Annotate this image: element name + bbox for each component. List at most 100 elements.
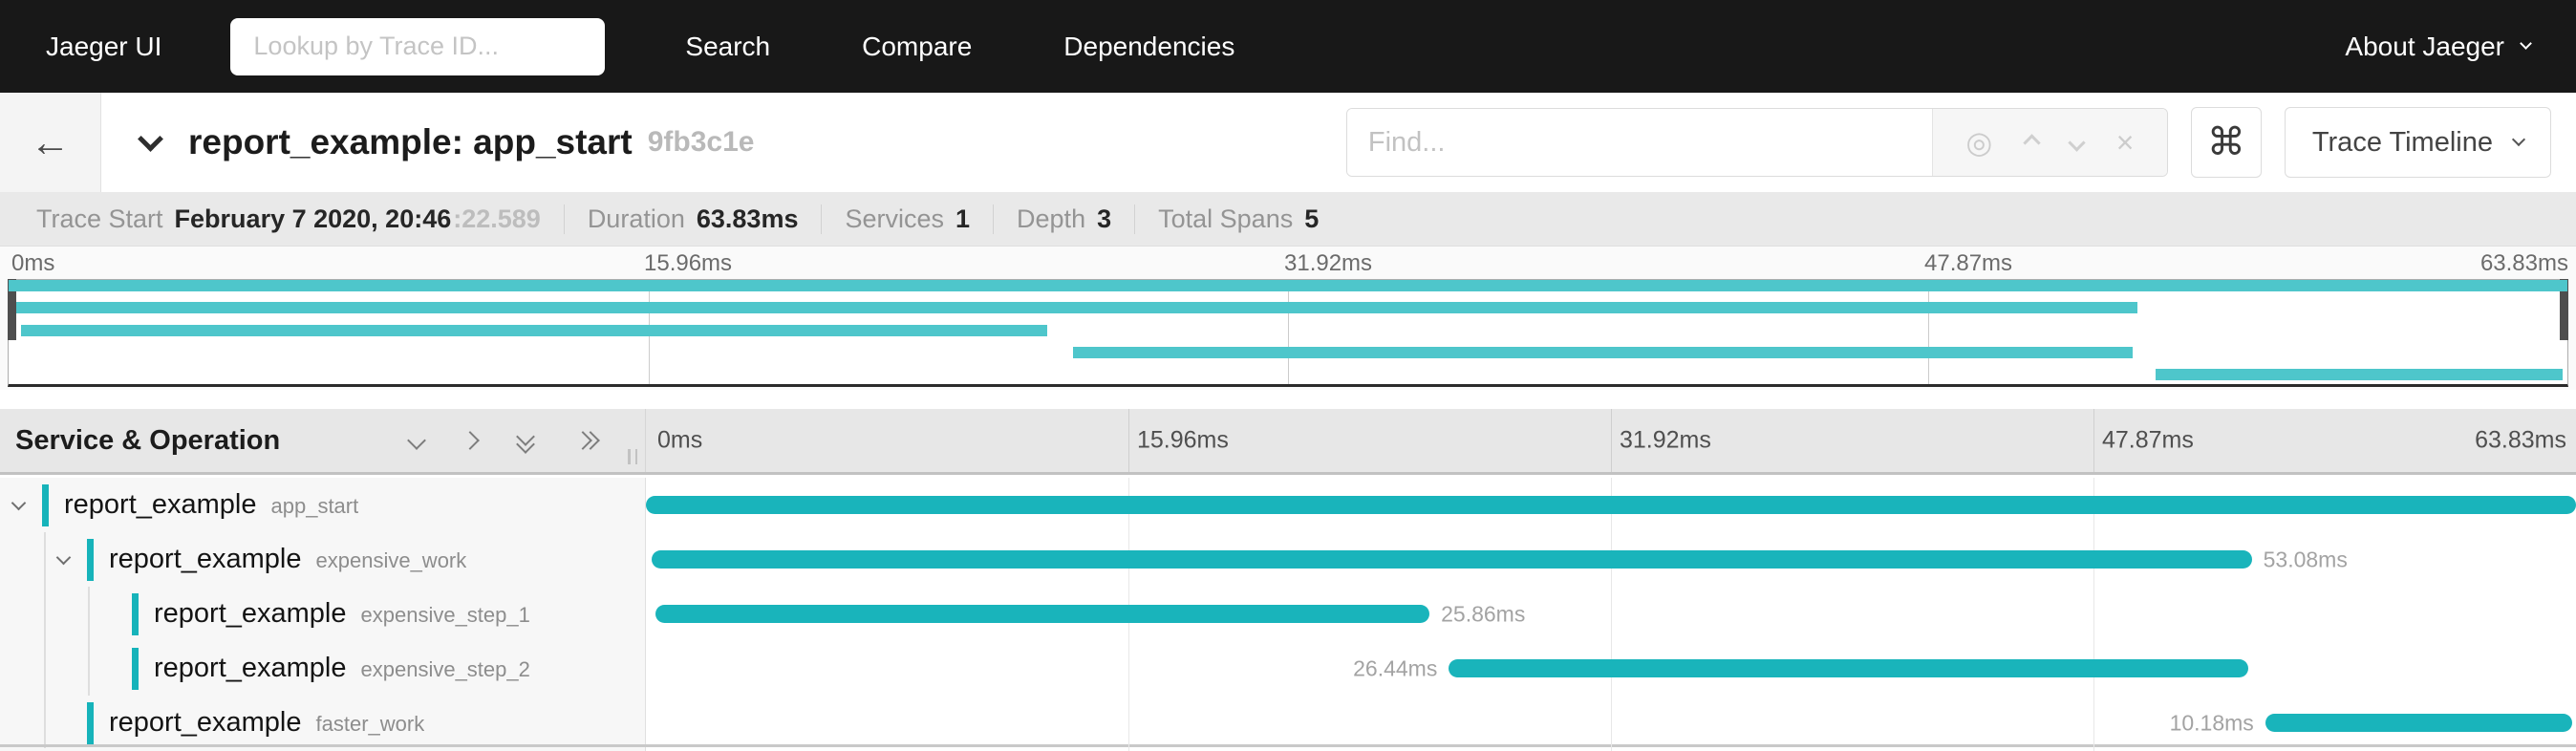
service-color-bar (87, 701, 94, 744)
range-scrubber-left[interactable] (8, 279, 16, 340)
span-name-cell[interactable]: report_example faster_work (0, 696, 646, 750)
meta-label: Depth (1017, 204, 1086, 233)
minimap-canvas[interactable] (8, 279, 2568, 387)
span-gantt-cell (646, 478, 2576, 532)
locate-span-icon[interactable]: ◎ (1965, 125, 1993, 160)
span-name-cell[interactable]: report_example expensive_step_1 (0, 587, 646, 641)
minimap-span-bar (16, 302, 2138, 313)
keyboard-shortcuts-button[interactable]: ⌘ (2190, 107, 2262, 178)
tick-label: 47.87ms (2102, 426, 2194, 454)
service-operation-title: Service & Operation (15, 424, 281, 456)
trace-header-controls: ◎ × ⌘ Trace Timeline (1345, 107, 2551, 178)
meta-value: February 7 2020, 20:46 (174, 204, 452, 233)
prev-result-icon[interactable] (2023, 133, 2041, 152)
span-name-text: report_example expensive_step_2 (154, 653, 530, 684)
span-name-cell[interactable]: report_example expensive_step_2 (0, 641, 646, 696)
collapse-children-icon[interactable] (55, 549, 72, 566)
span-row[interactable]: report_example expensive_work 53.08ms (0, 532, 2576, 587)
command-key-icon: ⌘ (2206, 121, 2245, 163)
tick-label: 31.92ms (1284, 250, 1373, 276)
span-row[interactable]: report_example expensive_step_2 26.44ms (0, 641, 2576, 696)
span-name-text: report_example faster_work (109, 707, 424, 739)
span-name-cell[interactable]: report_example expensive_work (0, 532, 646, 587)
trace-id-short: 9fb3c1e (647, 126, 755, 158)
trace-view-selector-label: Trace Timeline (2311, 126, 2493, 158)
trace-meta-item: Depth 3 (993, 204, 1134, 234)
span-name-text: report_example app_start (64, 489, 358, 521)
range-scrubber-right[interactable] (2560, 279, 2568, 340)
collapse-children-icon[interactable] (11, 495, 27, 511)
meta-label: Total Spans (1158, 204, 1294, 233)
clear-search-icon[interactable]: × (2115, 125, 2135, 160)
find-input[interactable] (1346, 109, 1932, 176)
tick-label: 15.96ms (644, 250, 733, 276)
span-duration-bar[interactable] (652, 550, 2252, 569)
operation-name: expensive_step_2 (360, 657, 530, 681)
collapse-trace-header-icon[interactable] (138, 125, 163, 152)
nav-item-compare[interactable]: Compare (862, 31, 973, 61)
nav-item-search[interactable]: Search (685, 31, 771, 61)
operation-name: faster_work (315, 712, 425, 736)
trace-meta-bar: Trace Start February 7 2020, 20:46:22.589… (0, 192, 2576, 247)
span-duration-bar[interactable] (655, 605, 1430, 623)
trace-id-lookup-input[interactable] (230, 17, 606, 75)
span-gantt-cell: 26.44ms (646, 641, 2576, 696)
collapse-one-level-icon[interactable] (461, 431, 480, 450)
app-brand[interactable]: Jaeger UI (46, 31, 162, 61)
timeline-gridline (1128, 409, 1129, 472)
service-color-bar (42, 483, 49, 526)
span-expand-slot (11, 495, 42, 511)
meta-label: Duration (587, 204, 685, 233)
trace-view-selector[interactable]: Trace Timeline (2284, 107, 2551, 178)
timeline-gridline (1611, 409, 1612, 472)
service-name: report_example (64, 489, 257, 520)
chevron-down-icon (2511, 132, 2526, 147)
expand-all-icon[interactable] (516, 427, 536, 454)
span-gantt-cell: 25.86ms (646, 587, 2576, 641)
back-button[interactable]: ← (0, 93, 101, 192)
timeline-gridline (2093, 409, 2094, 472)
tree-indent-guide (44, 532, 46, 748)
meta-value: 5 (1304, 204, 1320, 233)
span-row[interactable]: report_example expensive_step_1 25.86ms (0, 587, 2576, 641)
service-name: report_example (109, 707, 302, 738)
chevron-down-icon (2520, 37, 2532, 50)
meta-label: Trace Start (36, 204, 163, 233)
span-expand-slot (55, 549, 87, 566)
span-name-cell[interactable]: report_example app_start (0, 478, 646, 532)
trace-meta-item: Services 1 (821, 204, 993, 234)
minimap-gridline (1927, 280, 1929, 384)
tick-label: 0ms (11, 250, 55, 276)
meta-value: 3 (1097, 204, 1112, 233)
find-group: ◎ × (1345, 108, 2168, 177)
service-color-bar (87, 538, 94, 581)
meta-label: Services (845, 204, 944, 233)
minimap-gridline (1288, 280, 1289, 384)
tick-label: 31.92ms (1620, 426, 1711, 454)
span-duration-label: 53.08ms (2263, 547, 2348, 571)
back-arrow-icon: ← (30, 119, 71, 164)
nav-item-dependencies[interactable]: Dependencies (1063, 31, 1235, 61)
expand-one-level-icon[interactable] (407, 431, 426, 450)
collapse-all-icon[interactable] (573, 430, 600, 451)
meta-value-suffix: :22.589 (453, 204, 541, 233)
minimap-span-bar (2155, 369, 2563, 380)
name-column-background (0, 478, 646, 751)
trace-meta-item: Duration 63.83ms (563, 204, 822, 234)
column-resize-grip[interactable] (628, 449, 637, 464)
tick-label: 63.83ms (2479, 250, 2568, 276)
span-duration-bar[interactable] (646, 496, 2576, 514)
operation-name: expensive_step_1 (360, 603, 530, 627)
operation-name: expensive_work (315, 548, 467, 572)
span-row[interactable]: report_example app_start (0, 478, 2576, 532)
span-duration-bar[interactable] (1449, 659, 2248, 677)
span-gantt-cell: 53.08ms (646, 532, 2576, 587)
minimap-tick-labels: 0ms 15.96ms 31.92ms 47.87ms 63.83ms (8, 250, 2568, 279)
about-jaeger-menu[interactable]: About Jaeger (2345, 32, 2532, 62)
meta-value: 63.83ms (696, 204, 799, 233)
span-name-text: report_example expensive_work (109, 544, 466, 575)
span-row[interactable]: report_example faster_work 10.18ms (0, 696, 2576, 750)
span-duration-label: 10.18ms (2169, 710, 2254, 735)
next-result-icon[interactable] (2068, 133, 2086, 152)
span-duration-bar[interactable] (2265, 714, 2572, 732)
